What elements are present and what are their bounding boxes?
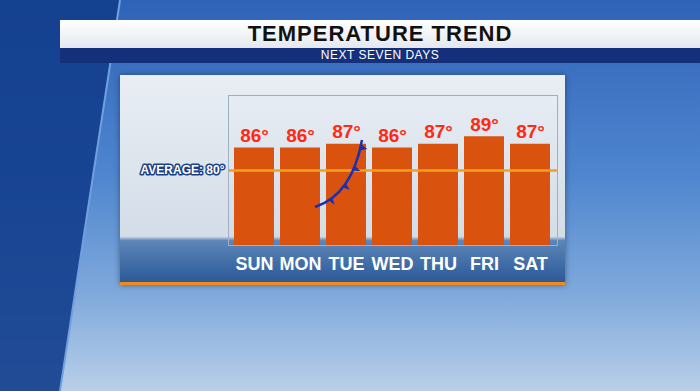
svg-text:SUN: SUN: [235, 254, 273, 274]
svg-text:86°: 86°: [240, 125, 269, 146]
html-text:TEMPERATURE TREND: TEMPERATURE TREND: [247, 21, 513, 46]
svg-text:86°: 86°: [378, 125, 407, 146]
html-text:NEXT SEVEN DAYS: NEXT SEVEN DAYS: [320, 48, 440, 62]
svg-text:MON: MON: [280, 254, 322, 274]
svg-text:89°: 89°: [470, 114, 499, 135]
svg-text:AVERAGE: 80°: AVERAGE: 80°: [141, 163, 225, 177]
svg-text:TUE: TUE: [329, 254, 365, 274]
svg-text:87°: 87°: [424, 121, 453, 142]
svg-text:87°: 87°: [332, 121, 361, 142]
svg-text:87°: 87°: [516, 121, 545, 142]
svg-text:SAT: SAT: [513, 254, 548, 274]
svg-text:FRI: FRI: [470, 254, 499, 274]
svg-text:WED: WED: [372, 254, 414, 274]
svg-text:86°: 86°: [286, 125, 315, 146]
svg-text:THU: THU: [420, 254, 457, 274]
